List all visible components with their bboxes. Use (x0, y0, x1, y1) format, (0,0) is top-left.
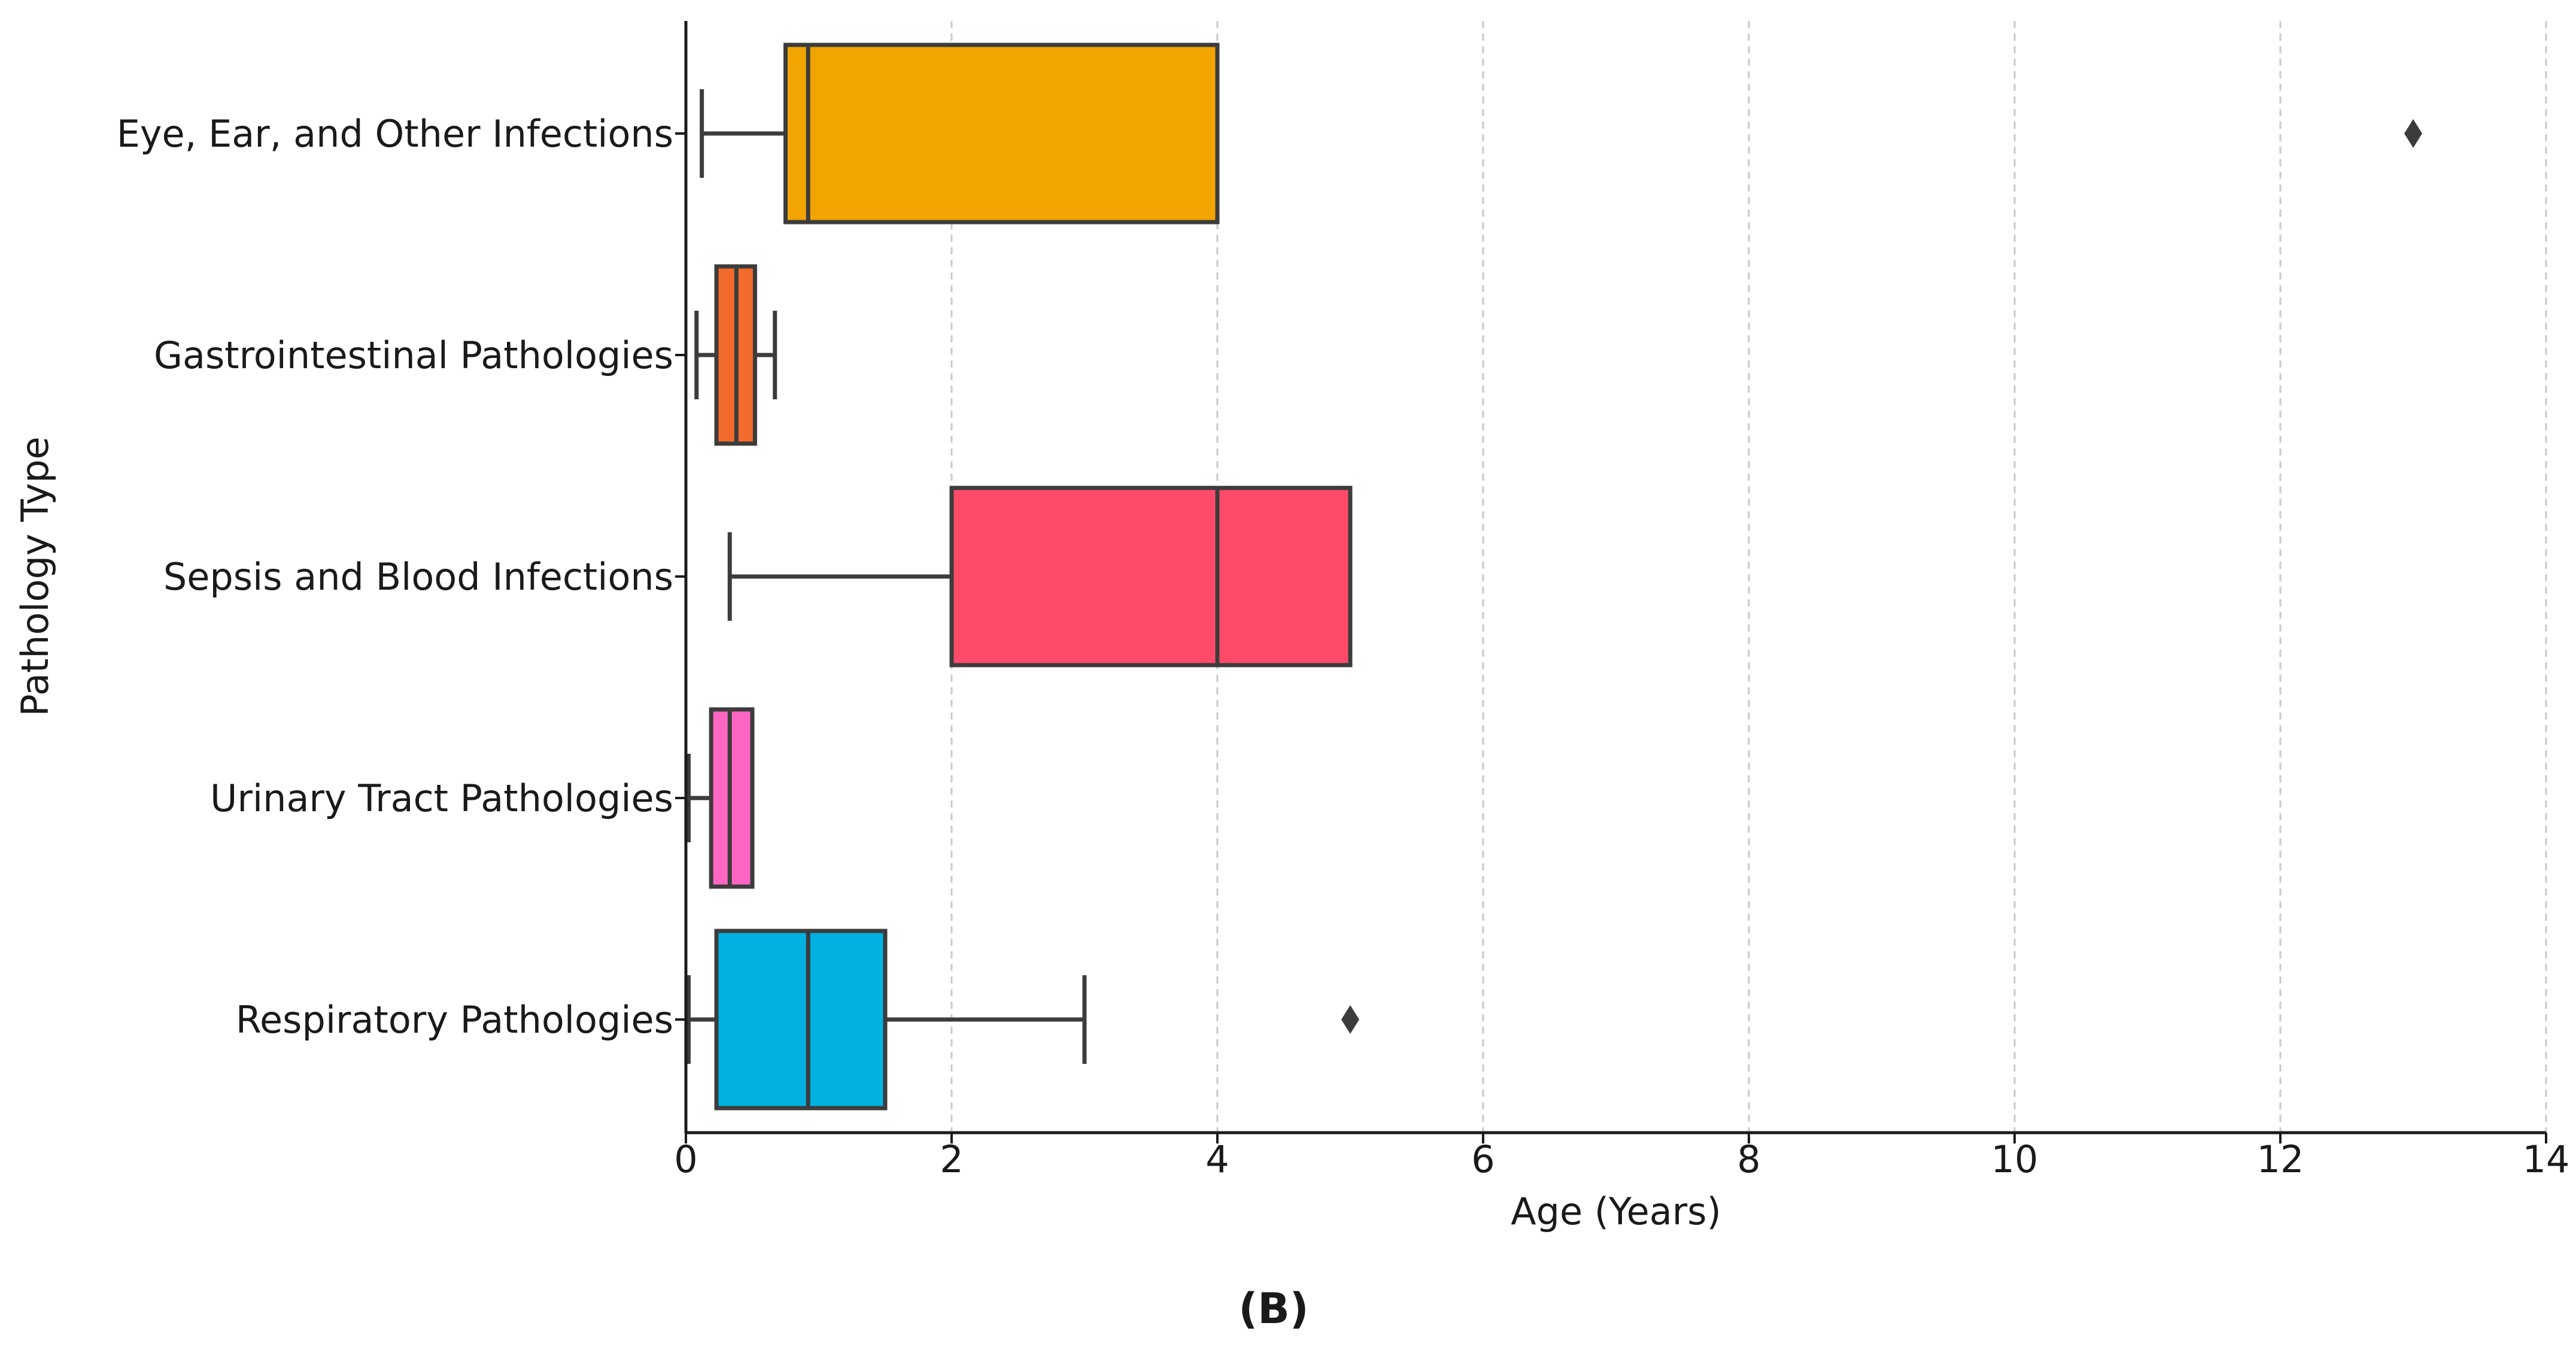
iqr-box (949, 486, 1353, 668)
x-ticks: 0 2 4 6 8 10 12 14 (674, 132, 2570, 1181)
y-axis-title: Pathology Type (13, 436, 57, 716)
x-tick-label: 4 (1205, 1137, 1229, 1181)
box-group (700, 43, 2422, 225)
category-label: Sepsis and Blood Infections (163, 555, 673, 599)
box-group (686, 707, 755, 889)
iqr-box (714, 929, 888, 1111)
x-tick-label: 2 (940, 1137, 963, 1181)
box-group (694, 264, 777, 446)
x-tick-label: 8 (1737, 1137, 1760, 1181)
category-label: Gastrointestinal Pathologies (154, 333, 673, 377)
box-series (686, 43, 2422, 1111)
outlier-marker (1341, 1005, 1359, 1034)
x-axis-title: Age (Years) (1511, 1190, 1721, 1233)
category-label: Urinary Tract Pathologies (210, 776, 673, 820)
x-tick-label: 12 (2257, 1137, 2304, 1181)
x-tick-label: 10 (1991, 1137, 2039, 1181)
category-label: Eye, Ear, and Other Infections (117, 112, 673, 156)
category-label: Respiratory Pathologies (236, 998, 673, 1042)
box-group (727, 486, 1353, 668)
iqr-box (783, 43, 1220, 225)
x-tick-label: 14 (2523, 1137, 2570, 1181)
box-group (686, 929, 1359, 1111)
x-tick-label: 0 (674, 1137, 697, 1181)
panel-label: (B) (1238, 1284, 1308, 1333)
x-tick-label: 6 (1471, 1137, 1494, 1181)
category-labels: Eye, Ear, and Other Infections Gastrointe… (117, 112, 673, 1042)
outlier-marker (2404, 119, 2422, 148)
